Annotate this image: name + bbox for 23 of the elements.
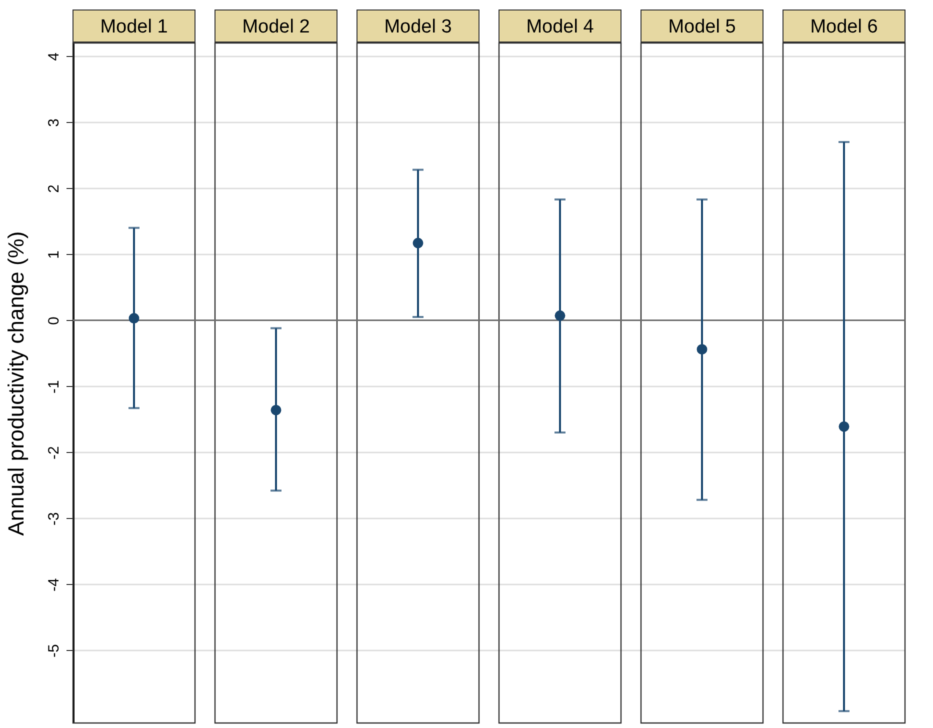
- y-tick-label: -3: [46, 512, 62, 526]
- x-tick-label: Model 4: [526, 16, 594, 38]
- x-tick-label: Model 6: [810, 16, 878, 38]
- x-tick-label: Model 2: [242, 16, 310, 38]
- x-tick-label: Model 5: [668, 16, 736, 38]
- point: [838, 421, 850, 432]
- y-tick-label: 1: [46, 250, 62, 259]
- y-tick-label: -1: [46, 380, 62, 394]
- x-tick-label: Model 3: [384, 16, 452, 38]
- point: [270, 404, 282, 416]
- point: [696, 344, 708, 355]
- y-tick-label: -5: [46, 644, 62, 658]
- y-tick-label: -4: [46, 578, 62, 592]
- x-tick-label: Model 1: [100, 16, 168, 38]
- y-tick-label: 3: [46, 118, 62, 127]
- y-tick-label: -2: [46, 446, 62, 460]
- point: [412, 238, 424, 248]
- y-tick-label: 2: [46, 184, 62, 193]
- point: [128, 313, 140, 324]
- y-tick-label: 0: [46, 316, 62, 325]
- y-axis-title: Annual productivity change (%): [4, 231, 28, 536]
- y-tick-label: 4: [46, 52, 62, 61]
- point: [554, 310, 566, 321]
